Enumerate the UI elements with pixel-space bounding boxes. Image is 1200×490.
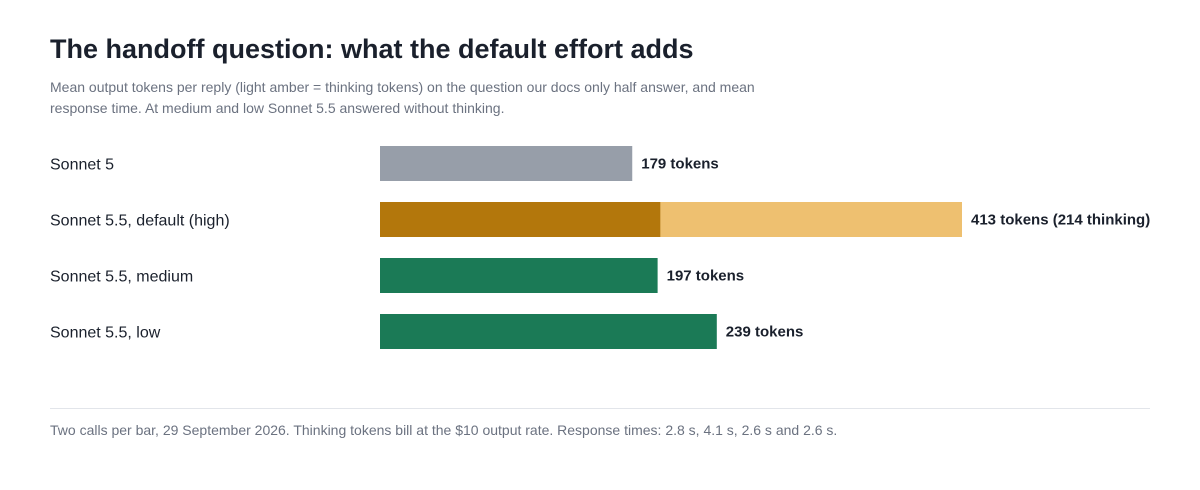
bar-output-sonnet-5 bbox=[380, 146, 633, 181]
value-label-sonnet-5-5-default-high: 413 tokens (214 thinking) bbox=[971, 212, 1150, 229]
footnote: Two calls per bar, 29 September 2026. Th… bbox=[50, 422, 838, 438]
category-label-sonnet-5-5-low: Sonnet 5.5, low bbox=[50, 325, 161, 342]
footer-divider bbox=[50, 408, 1150, 409]
bar-thinking-sonnet-5-5-default-high bbox=[660, 202, 962, 237]
chart-title: The handoff question: what the default e… bbox=[50, 34, 694, 64]
category-label-sonnet-5: Sonnet 5 bbox=[50, 157, 114, 174]
value-label-sonnet-5: 179 tokens bbox=[641, 156, 719, 173]
value-label-sonnet-5-5-medium: 197 tokens bbox=[667, 268, 745, 285]
bar-output-sonnet-5-5-default-high bbox=[380, 202, 661, 237]
bar-chart: Sonnet 5 179 tokens Sonnet 5.5, default (h… bbox=[50, 146, 1150, 349]
bar-output-sonnet-5-5-low bbox=[380, 314, 717, 349]
bar-output-sonnet-5-5-medium bbox=[380, 258, 658, 293]
value-label-sonnet-5-5-low: 239 tokens bbox=[726, 324, 804, 341]
category-label-sonnet-5-5-default-high: Sonnet 5.5, default (high) bbox=[50, 213, 230, 230]
category-label-sonnet-5-5-medium: Sonnet 5.5, medium bbox=[50, 269, 193, 286]
chart-subtitle: Mean output tokens per reply (light ambe… bbox=[50, 79, 755, 116]
